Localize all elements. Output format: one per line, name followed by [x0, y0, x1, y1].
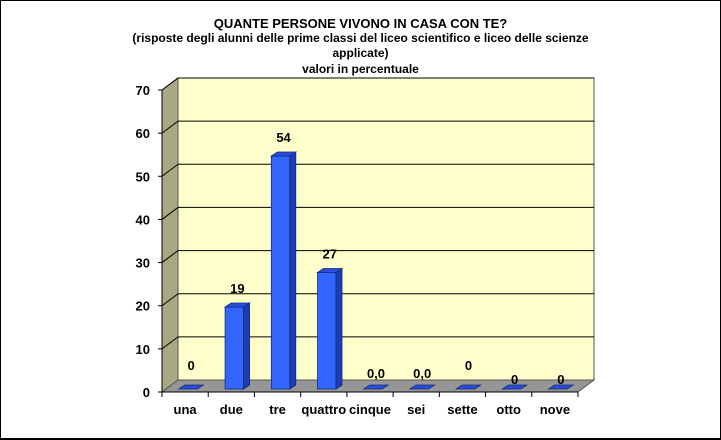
data-label: 27 — [323, 247, 337, 262]
gridline-side — [161, 207, 179, 220]
data-label: 0 — [465, 358, 472, 373]
bar-side — [289, 151, 297, 390]
x-category-label: cinque — [349, 402, 391, 417]
y-tick-label: 60 — [136, 126, 150, 141]
data-label: 0 — [557, 372, 564, 387]
gridline-side — [161, 120, 179, 134]
bar-top — [269, 151, 298, 157]
bar-front — [224, 306, 244, 390]
chart-subtitle-line-2: applicate) — [332, 46, 389, 60]
x-category-label: una — [174, 402, 198, 417]
y-tick-label: 70 — [136, 83, 150, 98]
bar-top — [316, 268, 344, 273]
x-category-label: due — [220, 402, 243, 417]
data-label: 54 — [276, 130, 291, 145]
y-tick-label: 50 — [136, 169, 150, 184]
data-label: 0,0 — [367, 366, 385, 381]
y-tick-label: 10 — [136, 342, 150, 357]
bar-top — [223, 302, 251, 308]
x-category-label: nove — [540, 402, 570, 417]
bar-side — [335, 267, 343, 390]
bar-front — [317, 272, 337, 390]
bar-top — [454, 384, 483, 390]
y-tick-label: 0 — [143, 385, 150, 400]
x-category-label: tre — [269, 402, 286, 417]
data-label: 0,0 — [413, 366, 431, 381]
x-category-label: quattro — [301, 402, 346, 417]
bar-top — [408, 384, 436, 390]
y-tick-label: 20 — [136, 299, 150, 314]
gridline-side — [161, 336, 179, 350]
gridline-side — [161, 163, 179, 177]
x-category-label: otto — [496, 402, 521, 417]
data-label: 0 — [511, 372, 518, 387]
gridline-side — [161, 77, 179, 91]
side-wall — [161, 77, 179, 393]
y-tick-label: 30 — [136, 256, 150, 271]
gridline-side — [161, 293, 179, 307]
chart-subtitle-line-1: (risposte degli alunni delle prime class… — [132, 31, 589, 45]
data-label: 19 — [230, 281, 244, 296]
bar-top — [362, 384, 390, 390]
bar-side — [243, 302, 250, 390]
x-category-label: sei — [407, 402, 425, 417]
bar-top — [177, 384, 205, 390]
bar-front — [270, 155, 291, 390]
x-category-label: sette — [447, 402, 477, 417]
data-label: 0 — [187, 358, 194, 373]
gridline-side — [161, 250, 179, 263]
y-tick-label: 40 — [136, 212, 150, 227]
chart-subtitle-line-3: valori in percentuale — [302, 62, 419, 76]
bar-top — [501, 384, 529, 390]
bar-top — [547, 384, 575, 390]
chart-title: QUANTE PERSONE VIVONO IN CASA CON TE? — [213, 16, 508, 31]
